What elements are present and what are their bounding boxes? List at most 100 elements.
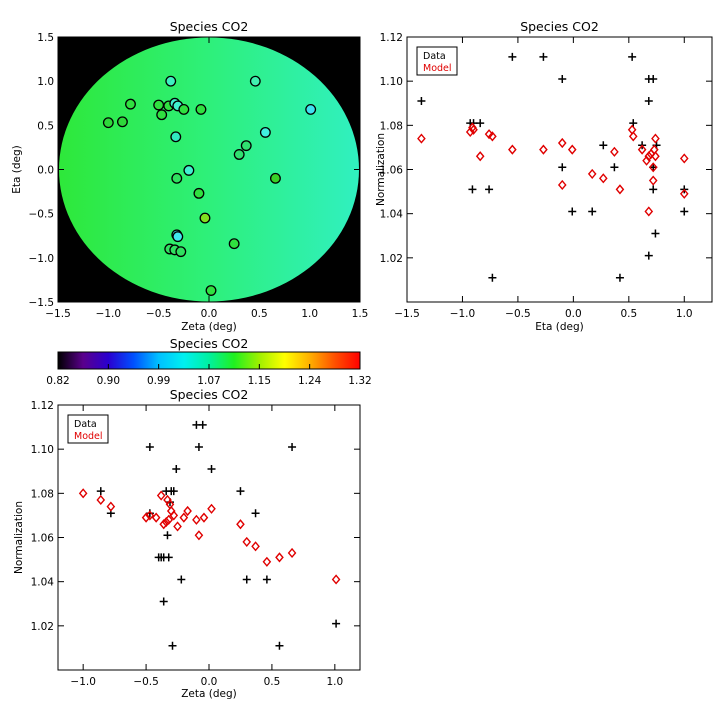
data-point [275, 641, 284, 650]
data-point [558, 163, 567, 172]
data-point [485, 185, 494, 194]
colorbar-tick-label: 0.90 [97, 375, 120, 387]
colorbar-panel: 0.82 0.90 0.99 1.07 1.15 1.24 1.32 Species CO2 [46, 336, 371, 387]
model-point [145, 510, 155, 521]
x-tick-label: 0.5 [251, 308, 268, 320]
data-point [508, 52, 517, 61]
colorbar-title: Species CO2 [170, 336, 249, 351]
data-point [194, 442, 203, 451]
colorbar-tick-label: 1.32 [348, 375, 371, 387]
species-field [59, 37, 359, 302]
map-point [228, 238, 240, 250]
map-point [269, 172, 281, 184]
data-point [644, 97, 653, 106]
model-point [251, 541, 260, 552]
model-point [96, 494, 106, 506]
model-point [587, 168, 597, 179]
series-data [96, 420, 341, 650]
legend-box [416, 46, 458, 76]
x-tick-label: 0.0 [565, 308, 582, 320]
map-point [205, 285, 217, 296]
map-point [125, 98, 136, 110]
data-point [568, 207, 577, 216]
y-tick-label: −0.5 [29, 209, 55, 221]
y-tick-label: 1.02 [31, 621, 54, 633]
map-point [233, 149, 245, 160]
x-tick-label: 1.0 [326, 676, 343, 688]
x-tick-label: −1.0 [450, 308, 476, 320]
x-tick-label: −0.5 [133, 676, 159, 688]
model-point [287, 547, 297, 559]
map-xlabel: Zeta (deg) [181, 321, 237, 333]
model-point [567, 144, 577, 155]
y-tick-label: 1.02 [380, 253, 403, 265]
x-tick-label: 0.0 [201, 308, 218, 320]
data-point [159, 597, 168, 606]
model-point [161, 516, 171, 528]
legend-box [67, 414, 109, 444]
data-point [169, 487, 178, 496]
y-tick-label: 1.5 [37, 32, 54, 44]
map-point [305, 103, 317, 115]
map-point [170, 131, 182, 143]
data-point [262, 575, 271, 584]
map-point [195, 103, 207, 115]
map-point [193, 187, 205, 199]
data-point [164, 553, 173, 562]
map-point [116, 116, 128, 128]
data-point [476, 119, 485, 128]
data-point [163, 531, 172, 540]
zeta-title: Species CO2 [170, 387, 249, 402]
x-tick-label: −1.5 [394, 308, 420, 320]
model-point [475, 151, 485, 162]
x-tick-label: 1.0 [301, 308, 318, 320]
legend-entry: Data [423, 51, 446, 62]
y-tick-label: 0.0 [37, 165, 54, 177]
model-point [627, 124, 637, 135]
data-point [242, 575, 251, 584]
legend-entry: Data [74, 419, 97, 430]
data-point [236, 487, 245, 496]
model-point [488, 131, 497, 142]
x-tick-label: 1.0 [676, 308, 693, 320]
data-point [628, 52, 637, 61]
data-point [588, 207, 597, 216]
y-tick-label: 1.10 [31, 444, 54, 456]
map-point [259, 126, 271, 138]
eta-xlabel: Eta (deg) [535, 321, 584, 333]
map-point [199, 212, 211, 224]
eta-frame [406, 36, 713, 303]
model-point [679, 188, 689, 199]
x-tick-label: −1.0 [70, 676, 96, 688]
colorbar-tick-label: 1.15 [248, 375, 271, 387]
y-tick-label: 1.08 [380, 120, 403, 132]
model-point [651, 133, 660, 144]
data-point [251, 509, 260, 518]
zeta-xlabel: Zeta (deg) [181, 688, 237, 700]
model-point [199, 512, 209, 523]
model-point [508, 144, 517, 155]
map-point [240, 140, 252, 152]
model-point [236, 519, 245, 530]
series-model [417, 122, 689, 217]
y-tick-label: −1.5 [29, 297, 55, 309]
map-point [102, 117, 114, 129]
y-tick-label: −1.0 [29, 253, 55, 265]
y-tick-label: 1.12 [31, 400, 54, 412]
map-point [175, 246, 187, 258]
model-point [156, 490, 166, 501]
eta-title: Species CO2 [520, 19, 599, 34]
data-point [332, 619, 341, 628]
model-point [141, 512, 151, 523]
map-panel: −1.5 −1.0 −0.5 0.0 0.5 1.0 1.5 −1.5 −1.0 −0.5 0.0 0… [11, 19, 368, 333]
data-point [198, 420, 207, 429]
model-point [151, 512, 161, 523]
series-data [417, 52, 689, 282]
colorbar-tick-label: 0.99 [147, 375, 170, 387]
data-point [172, 465, 181, 474]
data-point [644, 251, 653, 260]
model-point [637, 144, 647, 155]
zeta-panel: −1.0 −0.5 0.0 0.5 1.0 1.02 1.04 1.06 1.08 1.10 1.1… [13, 387, 361, 700]
model-point [651, 151, 660, 162]
